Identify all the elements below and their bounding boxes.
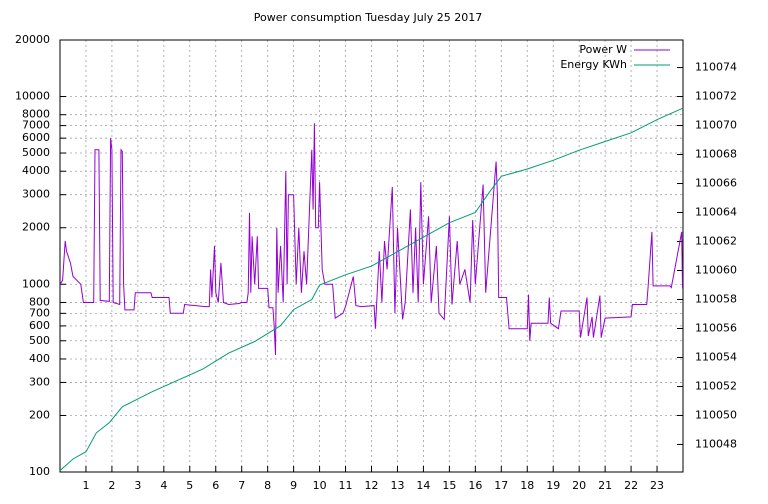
x-tick-label: 3	[134, 479, 141, 492]
x-tick-label: 21	[598, 479, 612, 492]
x-tick-label: 20	[572, 479, 586, 492]
x-tick-label: 8	[264, 479, 271, 492]
x-tick-label: 14	[416, 479, 430, 492]
y-tick-label: 6000	[22, 131, 50, 144]
chart-title: Power consumption Tuesday July 25 2017	[254, 11, 483, 24]
plot-border	[59, 39, 684, 473]
data-line	[59, 123, 683, 356]
x-tick-label: 15	[442, 479, 456, 492]
y-tick-label: 10000	[15, 90, 50, 103]
x-tick-label: 2	[108, 479, 115, 492]
x-tick-label: 11	[339, 479, 353, 492]
x-tick-label: 12	[365, 479, 379, 492]
y2-tick-label: 110066	[695, 177, 737, 190]
x-tick-label: 16	[468, 479, 482, 492]
y2-tick-label: 110064	[695, 206, 737, 219]
y2-tick-label: 110070	[695, 119, 737, 132]
y-tick-label: 300	[29, 375, 50, 388]
legend-label: Energy KWh	[560, 58, 627, 71]
y-tick-label: 700	[29, 306, 50, 319]
y2-tick-label: 110062	[695, 235, 737, 248]
x-tick-label: 1	[82, 479, 89, 492]
x-tick-label: 23	[650, 479, 664, 492]
y2-tick-label: 110048	[695, 437, 737, 450]
y2-tick-label: 110050	[695, 408, 737, 421]
y-tick-label: 5000	[22, 146, 50, 159]
x-tick-label: 5	[186, 479, 193, 492]
y2-tick-label: 110074	[695, 61, 737, 74]
legend-label: Power W	[579, 43, 627, 56]
y2-tick-label: 110058	[695, 292, 737, 305]
y2-tick-label: 110068	[695, 148, 737, 161]
x-tick-label: 18	[520, 479, 534, 492]
y-tick-label: 400	[29, 352, 50, 365]
y2-tick-label: 110052	[695, 379, 737, 392]
y-tick-label: 1000	[22, 277, 50, 290]
y-tick-label: 20000	[15, 33, 50, 46]
y-tick-label: 2000	[22, 221, 50, 234]
x-tick-label: 7	[238, 479, 245, 492]
x-tick-label: 13	[390, 479, 404, 492]
y-tick-label: 3000	[22, 188, 50, 201]
y-tick-label: 8000	[22, 108, 50, 121]
x-tick-label: 22	[624, 479, 638, 492]
y-tick-label: 200	[29, 408, 50, 421]
x-tick-label: 10	[313, 479, 327, 492]
data-line	[59, 107, 684, 471]
x-tick-label: 19	[546, 479, 560, 492]
y-tick-label: 800	[29, 295, 50, 308]
y-tick-label: 500	[29, 334, 50, 347]
y-tick-label: 7000	[22, 119, 50, 132]
x-tick-label: 17	[494, 479, 508, 492]
y2-tick-label: 110056	[695, 321, 737, 334]
y2-tick-label: 110060	[695, 263, 737, 276]
x-tick-label: 6	[212, 479, 219, 492]
y-tick-label: 4000	[22, 164, 50, 177]
y-tick-label: 100	[29, 465, 50, 478]
y2-tick-label: 110072	[695, 90, 737, 103]
y-tick-label: 600	[29, 319, 50, 332]
y2-tick-label: 110054	[695, 350, 737, 363]
x-tick-label: 4	[160, 479, 167, 492]
x-tick-label: 9	[290, 479, 297, 492]
